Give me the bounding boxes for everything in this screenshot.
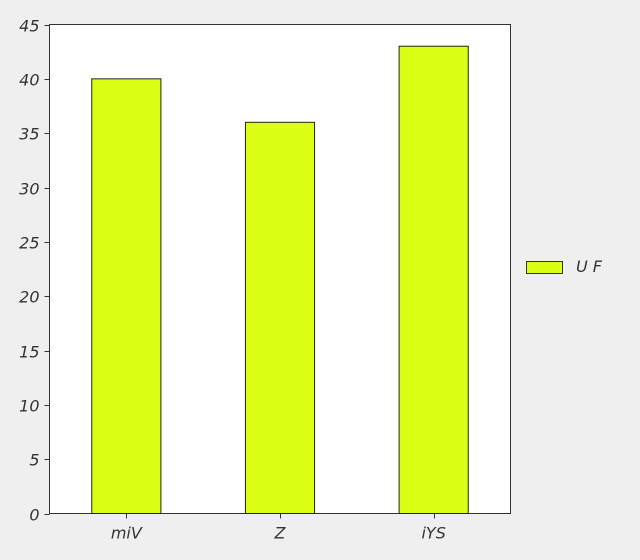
y-tick-label: 30: [19, 180, 39, 199]
y-tick-label: 25: [19, 234, 39, 253]
y-axis: 0 5 10 15 20 25 30 35 40 45: [19, 17, 50, 525]
y-tick-label: 5: [29, 451, 39, 470]
bar-miV: [91, 78, 162, 514]
legend-label: U F: [576, 257, 603, 276]
y-tick-label: 0: [29, 506, 39, 525]
y-tick-label: 15: [19, 343, 39, 362]
x-tick-label: miV: [111, 524, 143, 543]
y-tick-label: 40: [19, 71, 39, 90]
y-tick-label: 45: [19, 17, 39, 36]
x-tick-label: iYS: [421, 524, 445, 543]
y-tick-label: 10: [19, 397, 39, 416]
bar-Z: [244, 121, 316, 515]
x-tick-label: Z: [274, 524, 287, 543]
bar-iYS: [398, 45, 469, 514]
y-tick-label: 35: [19, 125, 39, 144]
y-tick-label: 20: [19, 288, 39, 307]
legend: U F: [526, 257, 603, 276]
legend-swatch: [526, 261, 563, 274]
